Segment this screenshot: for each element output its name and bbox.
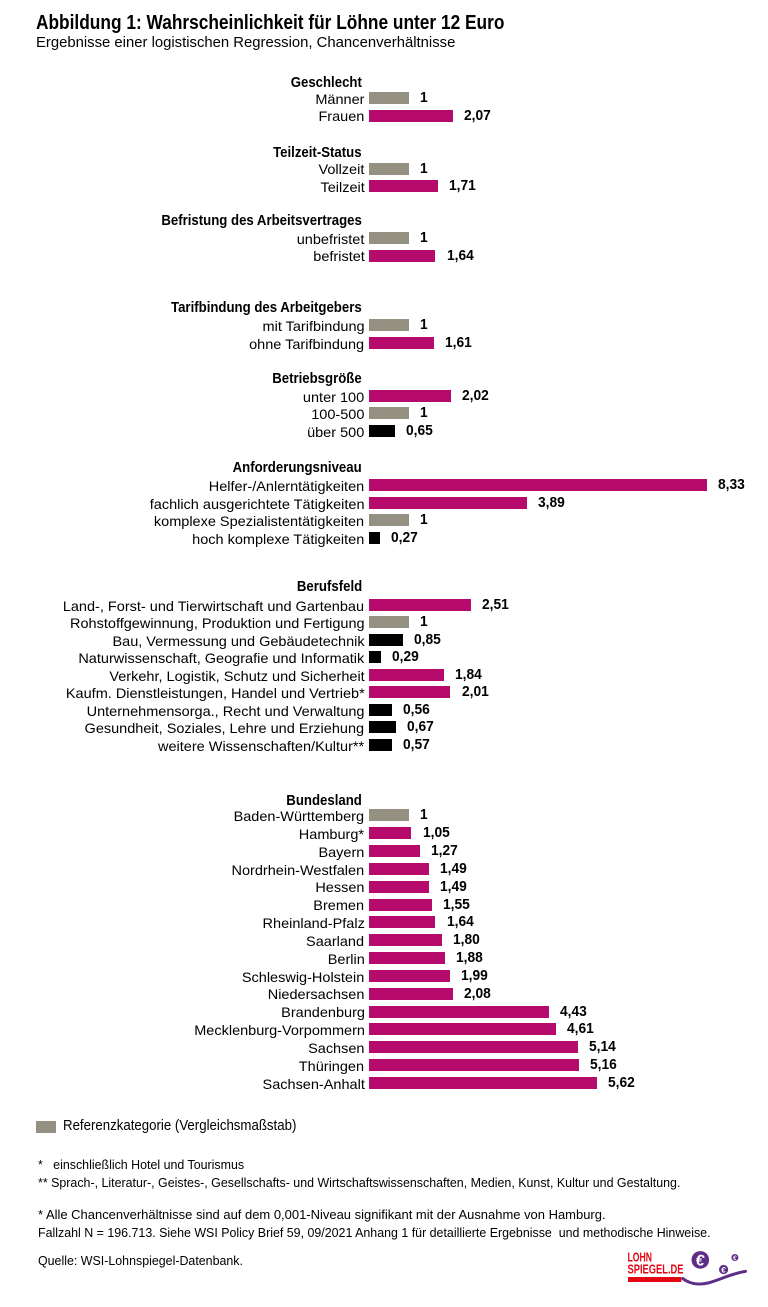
svg-text:LOHN: LOHN: [628, 1251, 653, 1265]
svg-text:€: €: [695, 1252, 707, 1270]
svg-text:SPIEGEL.DE: SPIEGEL.DE: [628, 1263, 684, 1277]
svg-text:€: €: [732, 1255, 737, 1263]
svg-text:€: €: [721, 1265, 727, 1275]
